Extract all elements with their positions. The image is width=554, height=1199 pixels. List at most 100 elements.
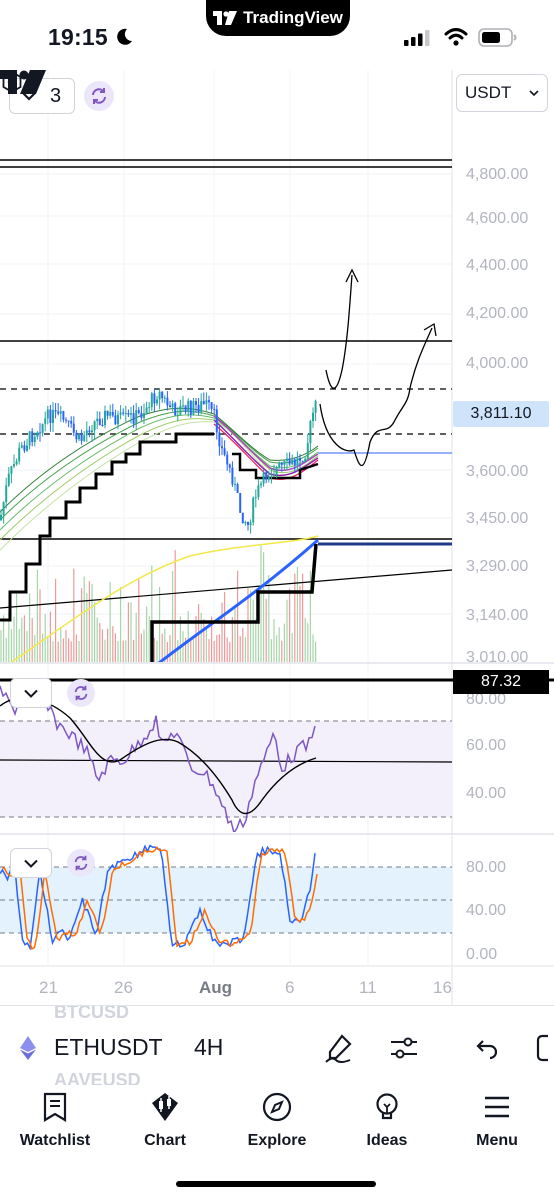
rsi-axis-label: 80.00 bbox=[466, 691, 507, 705]
volume-bar bbox=[151, 565, 153, 662]
candle-body bbox=[200, 401, 203, 412]
candle-body bbox=[2, 502, 5, 515]
candle-body bbox=[306, 443, 309, 459]
candle-body bbox=[218, 432, 221, 447]
candle-body bbox=[10, 466, 13, 474]
volume-bar bbox=[299, 585, 301, 662]
candle-body bbox=[75, 432, 78, 440]
candle-body bbox=[67, 420, 70, 422]
volume-bar bbox=[120, 587, 122, 662]
brand-name: TradingView bbox=[243, 8, 343, 27]
candle-body bbox=[296, 457, 299, 465]
drawing-tool-icon[interactable] bbox=[322, 1032, 354, 1064]
candle-body bbox=[176, 414, 179, 416]
rsi-collapse-button[interactable] bbox=[10, 678, 52, 708]
rsi-sync-button[interactable] bbox=[67, 679, 95, 707]
fullscreen-icon[interactable] bbox=[534, 1032, 554, 1064]
compass-icon bbox=[262, 1092, 292, 1122]
candle-body bbox=[208, 400, 210, 403]
tab-ideas[interactable]: Ideas bbox=[332, 1091, 442, 1161]
price-axis-label: 4,600.00 bbox=[466, 210, 529, 227]
candle-body bbox=[215, 409, 218, 433]
candle-body bbox=[28, 431, 31, 446]
candle-body bbox=[299, 457, 301, 461]
volume-bar bbox=[60, 628, 62, 662]
timeframe-label[interactable]: 4H bbox=[194, 1034, 224, 1060]
tab-watchlist[interactable]: Watchlist bbox=[0, 1091, 110, 1161]
volume-bar bbox=[107, 628, 109, 662]
chevron-down-icon bbox=[529, 90, 539, 97]
volume-bar bbox=[221, 602, 223, 662]
grid-lines bbox=[0, 70, 452, 964]
volume-bar bbox=[213, 640, 215, 662]
volume-bar bbox=[309, 570, 311, 662]
chart-icon bbox=[152, 1093, 178, 1121]
tab-chart[interactable]: Chart bbox=[110, 1091, 220, 1161]
chart-canvas[interactable] bbox=[0, 70, 554, 1005]
price-pane bbox=[0, 159, 452, 662]
volume-bar bbox=[200, 612, 202, 662]
time-axis-label: 6 bbox=[285, 978, 295, 997]
candle-body bbox=[182, 405, 184, 407]
volume-bar bbox=[39, 589, 41, 662]
stoch-sync-button[interactable] bbox=[67, 849, 95, 877]
volume-bar bbox=[169, 635, 171, 662]
candle-body bbox=[293, 459, 296, 465]
volume-bar bbox=[75, 634, 77, 662]
candle-body bbox=[49, 409, 52, 423]
volume-bar bbox=[185, 637, 187, 662]
volume-bar bbox=[112, 626, 114, 662]
candle-body bbox=[236, 483, 239, 494]
candle-body bbox=[223, 448, 226, 455]
volume-bar bbox=[281, 640, 283, 662]
volume-bar bbox=[187, 611, 189, 662]
candle-body bbox=[288, 458, 291, 465]
candle-body bbox=[210, 402, 213, 409]
currency-selector[interactable]: USDT bbox=[456, 74, 548, 112]
sync-icon bbox=[74, 855, 88, 871]
app-pill: TradingView bbox=[206, 0, 350, 36]
chart-settings-icon[interactable] bbox=[0, 70, 24, 94]
volume-bar bbox=[203, 619, 205, 662]
volume-bar bbox=[276, 635, 278, 662]
volume-bar bbox=[0, 630, 2, 662]
volume-bar bbox=[164, 628, 166, 662]
volume-bar bbox=[278, 627, 280, 662]
volume-bar bbox=[216, 634, 218, 662]
chart-area[interactable]: 3 USDT 4,800.00 4,600.00 4,400.00 4,200.… bbox=[0, 70, 554, 1005]
stoch-collapse-button[interactable] bbox=[10, 848, 52, 878]
volume-bar bbox=[315, 641, 317, 662]
volume-bar bbox=[268, 575, 270, 662]
volume-bar bbox=[146, 606, 148, 662]
ma-yellow bbox=[10, 535, 319, 662]
time-axis-label: 16 bbox=[433, 978, 452, 997]
indicators-icon[interactable] bbox=[388, 1032, 420, 1064]
volume-bar bbox=[3, 615, 5, 662]
candle-body bbox=[26, 445, 28, 451]
candle-body bbox=[158, 391, 161, 400]
volume-bars bbox=[0, 545, 317, 662]
sync-button[interactable] bbox=[84, 81, 114, 111]
symbol-name[interactable]: ETHUSDT bbox=[54, 1034, 163, 1060]
volume-bar bbox=[26, 630, 28, 662]
volume-bar bbox=[296, 567, 298, 662]
candle-body bbox=[195, 401, 197, 405]
candle-body bbox=[309, 421, 312, 444]
volume-bar bbox=[34, 635, 36, 662]
candle-body bbox=[270, 476, 273, 478]
volume-bar bbox=[153, 637, 155, 662]
candle-body bbox=[249, 522, 252, 525]
candle-body bbox=[166, 397, 169, 406]
volume-bar bbox=[52, 641, 54, 662]
candle-body bbox=[150, 393, 153, 408]
volume-bar bbox=[195, 615, 197, 662]
volume-bar bbox=[307, 623, 309, 662]
undo-icon[interactable] bbox=[470, 1032, 502, 1064]
wifi-icon bbox=[444, 28, 468, 46]
candle-body bbox=[137, 410, 140, 413]
tab-menu[interactable]: Menu bbox=[442, 1091, 552, 1161]
volume-bar bbox=[68, 638, 70, 662]
candle-body bbox=[135, 410, 138, 424]
volume-bar bbox=[156, 640, 158, 662]
tab-explore[interactable]: Explore bbox=[222, 1091, 332, 1161]
